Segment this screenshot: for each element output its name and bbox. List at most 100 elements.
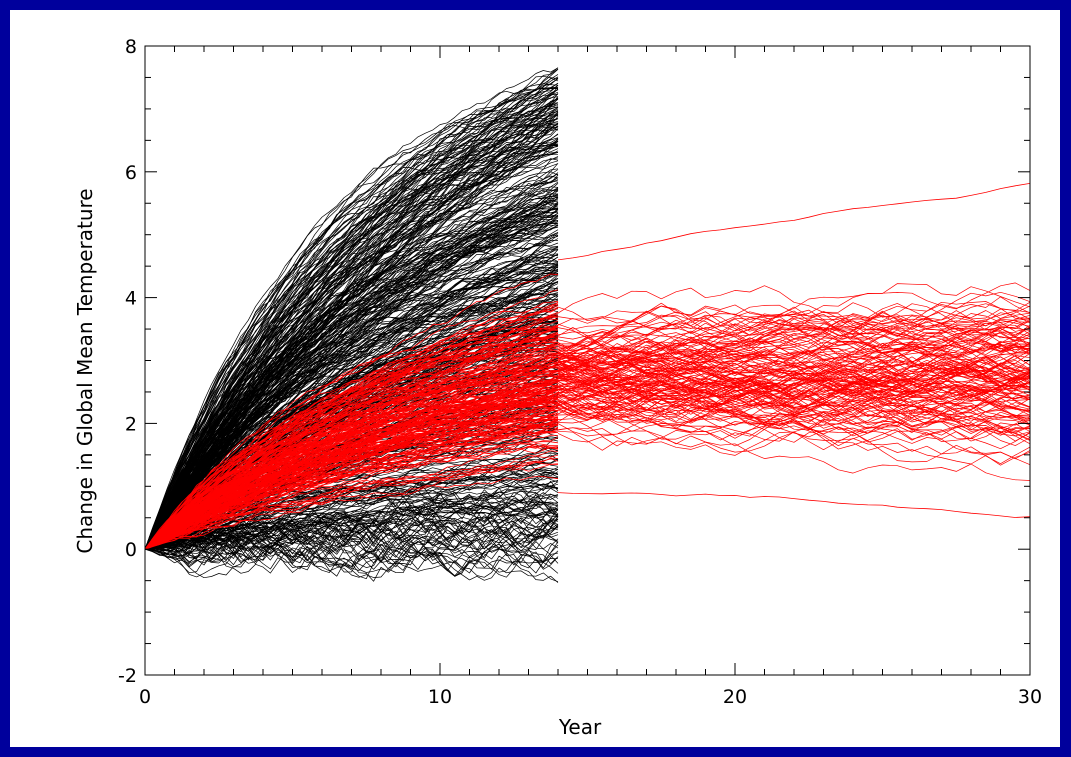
- black-ensemble-line: [144, 212, 559, 550]
- red-continuation-line: [557, 331, 1031, 360]
- red-continuation-line: [557, 314, 1031, 355]
- x-tick-label: 30: [1018, 686, 1042, 708]
- red-continuation-line: [557, 327, 1031, 391]
- black-ensemble-line: [144, 85, 559, 550]
- red-continuation-line: [557, 285, 1031, 324]
- red-continuation-line: [557, 362, 1031, 402]
- red-ensemble-line: [144, 397, 559, 550]
- black-ensemble-line: [144, 88, 559, 550]
- black-ensemble-line: [144, 94, 559, 550]
- red-ensemble-line: [144, 363, 558, 550]
- black-ensemble-line: [144, 160, 559, 550]
- black-ensemble-line: [144, 189, 559, 550]
- red-continuation-line: [557, 391, 1031, 474]
- red-ensemble-line: [144, 388, 559, 550]
- chart-frame: 0 10 20 30 -2 0 2 4 6 8 Year Change in Global Mea…: [10, 10, 1060, 747]
- red-continuation-line: [557, 330, 1031, 356]
- black-ensemble-line: [144, 67, 559, 550]
- y-tick-label: 6: [125, 162, 137, 184]
- black-ensemble-line: [144, 482, 559, 551]
- red-ensemble-line: [144, 434, 559, 550]
- red-ensemble-line: [144, 412, 559, 550]
- red-continuation-line: [557, 492, 1031, 518]
- red-continuation-line: [557, 379, 1031, 446]
- red-ensemble-line: [144, 343, 559, 550]
- red-ensemble-line: [144, 336, 559, 550]
- red-continuation-line: [557, 407, 1031, 465]
- red-ensemble-line: [144, 388, 559, 550]
- red-continuation-line: [557, 309, 1031, 364]
- black-ensemble-line: [144, 97, 559, 550]
- black-ensemble-line: [144, 120, 559, 550]
- black-ensemble-line: [144, 514, 559, 559]
- red-continuation-line: [557, 296, 1031, 333]
- red-continuation-line: [557, 325, 1031, 407]
- red-ensemble-line: [144, 342, 559, 550]
- red-continuation-line: [557, 333, 1031, 383]
- black-ensemble-line: [144, 523, 559, 574]
- black-ensemble-line: [144, 536, 559, 578]
- red-continuation-line: [557, 341, 1031, 394]
- red-ensemble-line: [144, 375, 559, 550]
- black-ensemble-line: [144, 524, 559, 572]
- black-ensemble-line: [144, 145, 559, 550]
- red-continuation-line: [557, 350, 1031, 407]
- black-ensemble-line: [144, 511, 559, 562]
- red-continuation-line: [557, 394, 1031, 481]
- red-continuation-line: [557, 352, 1031, 416]
- red-ensemble-line: [144, 398, 559, 550]
- black-ensemble-line: [144, 216, 559, 550]
- black-ensemble-line: [144, 175, 559, 550]
- red-continuation-line: [557, 349, 1031, 389]
- red-ensemble-line: [144, 442, 559, 550]
- red-ensemble-line: [144, 461, 559, 550]
- y-tick-label: 4: [125, 288, 137, 310]
- red-ensemble-line: [144, 437, 559, 550]
- red-continuation-line: [557, 381, 1031, 416]
- red-ensemble-line: [144, 347, 559, 550]
- red-continuation-line: [557, 344, 1031, 408]
- red-continuation-line: [557, 399, 1031, 438]
- red-continuation-line: [557, 310, 1031, 350]
- black-ensemble-line: [144, 480, 559, 558]
- red-ensemble-line: [144, 370, 559, 550]
- red-continuation-line: [557, 303, 1031, 374]
- red-continuation-line: [557, 389, 1031, 415]
- red-continuation-line: [557, 320, 1031, 362]
- red-continuation-line: [557, 352, 1031, 395]
- red-ensemble-line: [144, 419, 559, 550]
- black-ensemble-line: [144, 534, 559, 583]
- red-continuation-line: [557, 381, 1031, 463]
- red-continuation-line: [557, 410, 1031, 442]
- red-ensemble-line: [144, 476, 559, 550]
- black-ensemble-line: [144, 150, 559, 550]
- red-ensemble-line: [144, 354, 559, 550]
- red-continuation-line: [557, 377, 1031, 416]
- red-continuation-line: [557, 371, 1031, 442]
- red-ensemble-line: [144, 365, 559, 550]
- red-continuation-line: [557, 397, 1031, 426]
- red-continuation-line: [557, 329, 1031, 371]
- black-ensemble-line: [144, 531, 559, 579]
- black-ensemble-line: [144, 196, 559, 550]
- red-ensemble-line: [144, 307, 559, 550]
- red-ensemble-line: [144, 418, 559, 550]
- red-ensemble-line: [144, 318, 559, 550]
- black-ensemble-line: [144, 534, 559, 578]
- x-tick-label: 10: [428, 686, 452, 708]
- red-continuation-line: [557, 362, 1031, 412]
- red-continuation-line: [557, 367, 1031, 413]
- black-ensemble-line: [144, 524, 559, 564]
- x-tick-label: 0: [139, 686, 151, 708]
- red-ensemble-line: [144, 454, 559, 550]
- red-continuation-line: [557, 359, 1031, 394]
- red-ensemble-line: [144, 326, 559, 550]
- red-continuation-line: [557, 356, 1031, 389]
- black-ensemble-line: [144, 520, 559, 559]
- black-ensemble-line: [144, 91, 559, 550]
- black-ensemble-line: [144, 254, 559, 550]
- red-continuation-line: [557, 400, 1031, 442]
- black-ensemble-line: [144, 193, 559, 550]
